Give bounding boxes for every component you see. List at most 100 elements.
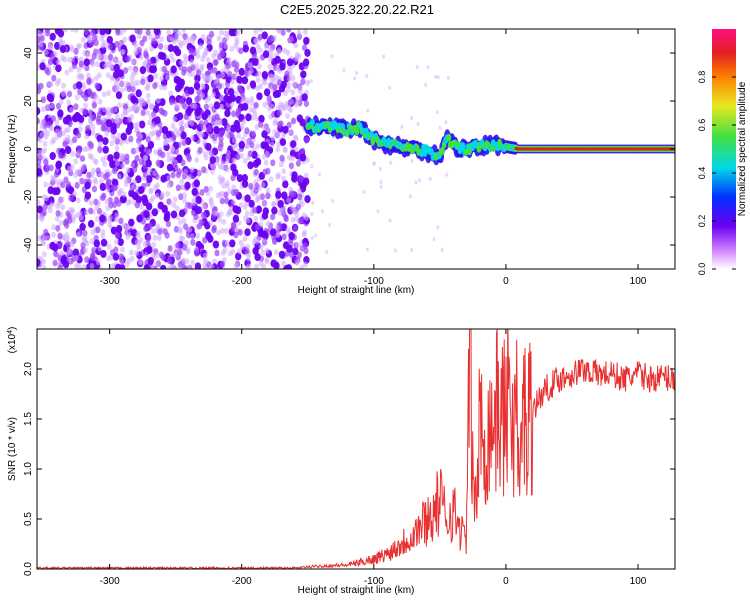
spectrogram-noise-cell <box>170 56 176 63</box>
spectrogram-noise-cell <box>91 52 97 60</box>
spectrogram-noise-cell <box>60 90 66 97</box>
spectrogram-noise-cell <box>175 184 181 192</box>
spectrogram-noise-cell <box>150 123 155 130</box>
spectrogram-noise-cell <box>265 99 271 106</box>
spectrogram-noise-cell <box>107 214 113 221</box>
spectrogram-noise-cell <box>134 147 140 154</box>
spectrogram-noise-cell <box>169 156 175 163</box>
spectrogram-noise-cell <box>244 194 251 203</box>
spectrogram-noise-cell <box>218 29 224 36</box>
ridge-cell-mid <box>460 142 466 150</box>
spectrogram-noise-cell <box>57 109 64 118</box>
spectrogram-speck <box>309 79 313 83</box>
spectrogram-noise-cell <box>256 194 262 201</box>
spectrogram-noise-cell <box>300 201 305 208</box>
spectrogram-xlabel: Height of straight line (km) <box>298 285 415 296</box>
spectrogram-noise-cell <box>120 163 126 169</box>
spectrogram-noise-cell <box>255 77 261 83</box>
spectrogram-noise-cell <box>104 182 110 190</box>
spectrogram-speck <box>331 199 335 204</box>
spectrogram-noise-cell <box>44 67 50 74</box>
spectrogram-noise-cell <box>201 125 207 132</box>
snr-xtick-label: -100 <box>364 576 384 587</box>
spectrogram-noise-cell <box>180 184 185 191</box>
spectrogram-noise-cell <box>294 210 299 217</box>
spectrogram-noise-cell <box>282 125 289 134</box>
spectrogram-noise-cell <box>106 243 112 250</box>
spectrogram-noise-cell <box>281 233 287 241</box>
spectrogram-noise-cell <box>100 42 106 49</box>
spectrogram-noise-cell <box>228 88 235 97</box>
spectrogram-noise-cell <box>231 199 237 206</box>
spectrogram-noise-cell <box>130 58 136 65</box>
spectrogram-noise-cell <box>211 53 216 60</box>
spectrogram-noise-cell <box>133 102 139 109</box>
spectrogram-noise-cell <box>208 219 214 226</box>
spectrogram-noise-cell <box>205 56 211 63</box>
spectrogram-noise-cell <box>199 219 205 227</box>
spectrogram-noise-cell <box>286 58 294 67</box>
spectrogram-noise-cell <box>190 134 195 141</box>
spectrogram-noise-cell <box>146 175 153 183</box>
spectrogram-noise-cell <box>254 124 260 130</box>
spectrogram-noise-cell <box>129 184 134 191</box>
spectrogram-noise-cell <box>93 159 99 166</box>
spectrogram-noise-cell <box>198 43 204 50</box>
spectrogram-noise-cell <box>128 218 135 227</box>
spectrogram-speck <box>388 218 392 223</box>
spectrogram-noise-cell <box>174 84 182 93</box>
spectrogram-noise-cell <box>238 67 245 76</box>
spectrogram-noise-cell <box>296 114 303 123</box>
spectrogram-noise-cell <box>209 202 215 208</box>
spectrogram-noise-cell <box>114 231 120 239</box>
spectrogram-noise-cell <box>150 65 157 74</box>
spectrogram-noise-cell <box>47 44 53 51</box>
snr-xtick-label: -200 <box>232 576 252 587</box>
spectrogram-noise-cell <box>136 244 142 251</box>
spectrogram-noise-cell <box>139 39 145 47</box>
spectrogram-xtick-label: -300 <box>100 276 120 287</box>
spectrogram-ytick-label: 0 <box>23 146 34 152</box>
spectrogram-noise-cell <box>152 265 158 269</box>
spectrogram-noise-cell <box>73 29 79 33</box>
spectrogram-noise-cell <box>79 177 85 185</box>
spectrogram-noise-cell <box>113 216 119 223</box>
spectrogram-noise-cell <box>178 219 183 226</box>
spectrogram-noise-cell <box>83 58 91 67</box>
spectrogram-noise-cell <box>219 260 226 268</box>
spectrogram-noise-cell <box>202 252 208 259</box>
snr-ylabel: SNR (10 * v/v) <box>7 417 18 481</box>
spectrogram-noise-cell <box>59 250 65 257</box>
spectrogram-noise-cell <box>218 135 224 143</box>
spectrogram-noise-cell <box>271 78 277 85</box>
spectrogram-noise-cell <box>105 119 113 128</box>
spectrogram-noise-cell <box>241 174 248 182</box>
spectrogram-noise-cell <box>132 69 138 76</box>
spectrogram-noise-cell <box>247 62 253 69</box>
spectrogram-noise-cell <box>220 72 226 79</box>
spectrogram-noise-cell <box>157 51 165 60</box>
spectrogram-noise-cell <box>238 29 244 33</box>
spectrogram-noise-cell <box>271 201 276 207</box>
spectrogram-noise-cell <box>90 167 96 174</box>
spectrogram-noise-cell <box>242 44 249 53</box>
spectrogram-noise-cell <box>172 252 178 259</box>
spectrogram-noise-cell <box>275 131 281 138</box>
spectrogram-noise-cell <box>114 196 120 204</box>
spectrogram-noise-cell <box>87 108 93 115</box>
spectrogram-noise-cell <box>170 263 175 269</box>
spectrogram-noise-cell <box>50 53 56 60</box>
spectrogram-noise-cell <box>185 248 191 255</box>
spectrogram-noise-cell <box>261 263 266 269</box>
spectrogram-noise-cell <box>255 85 261 92</box>
spectrogram-noise-cell <box>84 191 92 200</box>
spectrogram-noise-cell <box>128 135 134 143</box>
spectrogram-noise-cell <box>181 217 187 224</box>
spectrogram-noise-cell <box>136 33 142 40</box>
spectrogram-noise-cell <box>253 168 259 176</box>
spectrogram-noise-cell <box>219 164 225 171</box>
spectrogram-noise-cell <box>296 188 302 195</box>
ridge-cell-mid <box>345 129 350 137</box>
spectrogram-noise-cell <box>119 87 125 94</box>
spectrogram-noise-cell <box>115 160 120 167</box>
